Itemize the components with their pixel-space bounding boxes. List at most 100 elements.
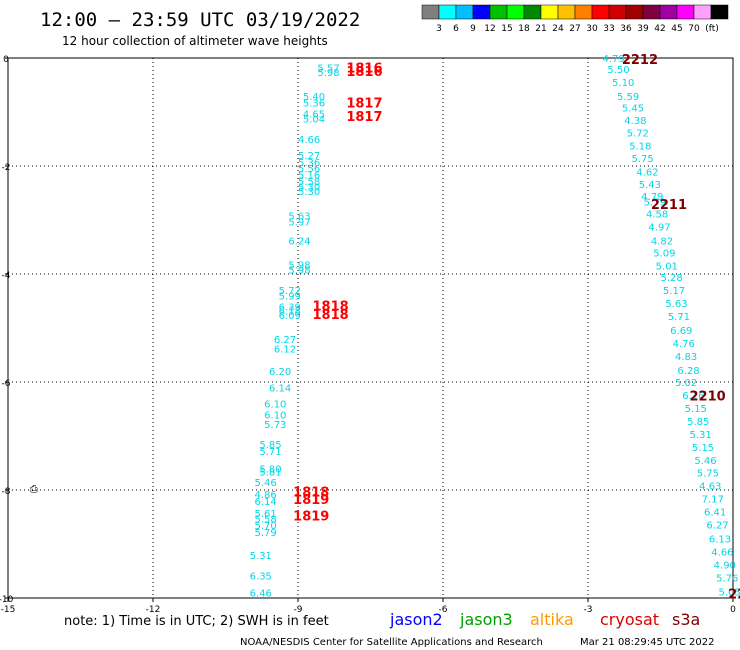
page-subtitle: 12 hour collection of altimeter wave hei… [62,34,328,48]
wave-height-value: 4.82 [651,237,673,248]
wave-height-value: 4.66 [711,548,733,559]
pass-time-label: 2210 [690,390,726,405]
wave-height-value: 5.15 [692,443,714,454]
wave-height-value: 5.98 [288,260,310,271]
pass-time-label: 1818 [313,308,349,323]
wave-height-value: 6.39 [279,302,301,313]
page-title: 12:00 – 23:59 UTC 03/19/2022 [40,9,360,31]
x-tick-label: -3 [584,605,593,615]
plot-frame [7,57,734,599]
legend-tick-label: 36 [620,24,632,34]
satellite-name: jason2 [389,610,443,629]
legend-swatch [455,4,474,20]
wave-height-value: 6.24 [288,237,310,248]
pass-time-label: 1818 [293,486,329,501]
wave-height-value: 5.63 [288,212,310,223]
legend-swatch [591,4,610,20]
legend-swatch [438,4,457,20]
pass-time-label: 1816 [346,62,382,77]
wave-height-value: 5.43 [639,180,661,191]
wave-height-value: 6.14 [269,383,291,394]
x-tick-label: -9 [294,605,303,615]
wave-height-value: 4.66 [298,135,320,146]
legend-unit: (ft) [705,24,719,34]
wave-height-value: 4.83 [675,352,697,363]
wave-height-value: 6.09 [279,311,301,322]
wave-height-value: 5.09 [653,248,675,259]
legend-tick-label: 27 [569,24,580,34]
satellite-name: jason3 [459,610,513,629]
wave-height-value: 5.04 [303,114,325,125]
wave-height-value: 5.71 [668,312,690,323]
legend-tick-label: 24 [552,24,564,34]
wave-height-value: 5.81 [259,468,281,479]
satellite-name: s3a [672,610,700,629]
wave-height-value: 5.46 [694,456,716,467]
legend-swatch [557,4,576,20]
legend-tick-label: 45 [671,24,682,34]
wave-height-value: 5.98 [288,266,310,277]
wave-height-value: 4.86 [255,490,277,501]
island-marker: ⎙ [30,484,38,495]
wave-height-value: 6.20 [269,367,291,378]
x-tick-label: -12 [146,605,161,615]
satellite-name: cryosat [600,610,659,629]
wave-height-value: 5.99 [279,292,301,303]
wave-height-value: 5.63 [665,299,687,310]
wave-height-value: 5.58 [298,177,320,188]
legend-swatch [574,4,593,20]
legend-swatch [523,4,542,20]
wave-height-value: 6.28 [677,366,699,377]
wave-height-value: 5.05 [719,588,740,599]
wave-height-value: 5.30 [298,183,320,194]
wave-height-value: 6.35 [250,571,272,582]
wave-height-value: 5.31 [690,430,712,441]
wave-height-value: 4.38 [624,116,646,127]
y-tick-label: -4 [2,271,11,281]
wave-height-value: 6.18 [279,307,301,318]
wave-height-value: 5.72 [279,286,301,297]
wave-height-value: 5.17 [663,286,685,297]
y-tick-label: -6 [2,379,11,389]
wave-height-value: 6.10 [264,410,286,421]
wave-height-value: 4.58 [646,210,668,221]
legend-swatch [710,4,729,20]
wave-height-value: 5.79 [644,198,666,209]
pass-time-label: 1816 [346,65,382,80]
footer-timestamp: Mar 21 08:29:45 UTC 2022 [580,637,715,648]
legend-swatch [625,4,644,20]
wave-height-value: 5.46 [255,478,277,489]
satellite-legend: jason2 jason3 altika cryosat s3a [389,610,700,629]
wave-height-value: 5.18 [629,141,651,152]
wave-height-value: 5.56 [298,164,320,175]
x-tick-label: -15 [1,605,16,615]
wave-height-value: 4.90 [714,561,736,572]
wave-height-value: 5.79 [255,528,277,539]
wave-height-value: 5.59 [617,92,639,103]
wave-height-value: 6.41 [704,508,726,519]
wave-height-value: 5.58 [255,515,277,526]
legend-swatch [421,4,440,20]
wave-height-value: 4.79 [641,192,663,203]
pass-time-label: 2211 [651,198,687,213]
wave-height-value: 5.85 [259,440,281,451]
map-markers: ⎙ [30,484,38,495]
wave-height-value: 4.97 [648,222,670,233]
wave-height-value: 5.50 [607,65,629,76]
legend-tick-label: 39 [637,24,649,34]
wave-height-value: 5.61 [255,509,277,520]
legend-tick-label: 15 [501,24,512,34]
wave-height-value: 5.85 [687,417,709,428]
wave-height-value: 6.16 [682,391,704,402]
wave-height-value: 5.72 [627,129,649,140]
lat-lon-grid [8,57,733,598]
wave-height-value: 5.31 [250,551,272,562]
axis-ticks: -15 -12 -9 -6 -3 0 0 -2 -4 -6 -8 -10 [0,55,736,615]
pass-time-label: 1819 [293,509,329,524]
pass-time-label: 2212 [622,53,658,68]
wave-height-value: 5.80 [259,464,281,475]
wave-height-value: 5.36 [303,98,325,109]
x-tick-label: 0 [730,605,736,615]
legend-swatch [608,4,627,20]
